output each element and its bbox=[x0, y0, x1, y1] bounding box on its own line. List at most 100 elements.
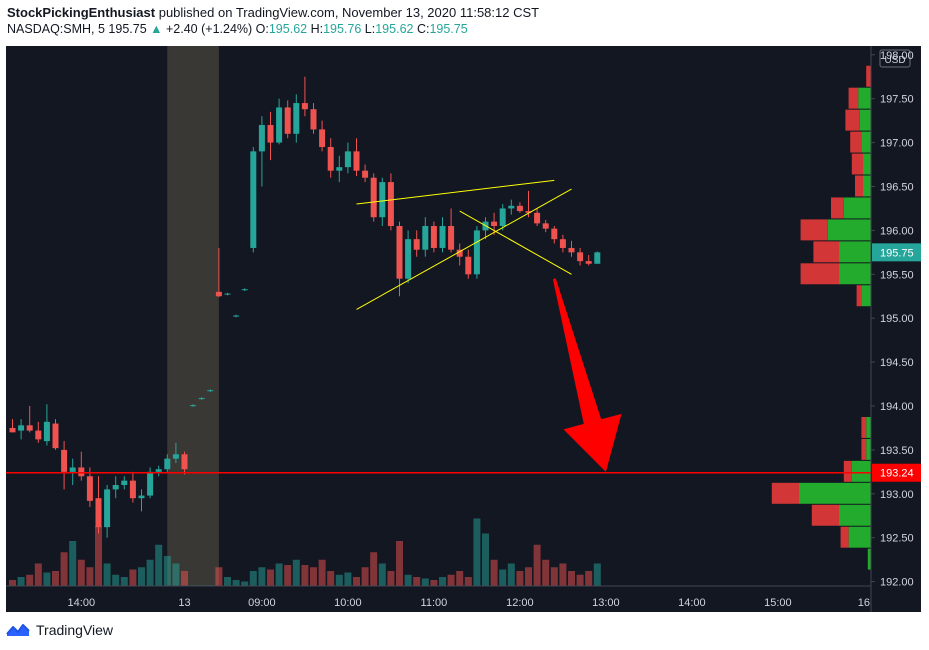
time-tick-label: 09:00 bbox=[248, 597, 276, 609]
up-triangle-icon: ▲ bbox=[150, 22, 163, 36]
volume-bar bbox=[232, 580, 240, 586]
candle-body bbox=[413, 239, 420, 250]
volume-bar bbox=[103, 563, 111, 586]
trendline[interactable] bbox=[356, 179, 555, 205]
candle-body bbox=[319, 129, 326, 147]
candle-body bbox=[499, 208, 506, 226]
tradingview-brand[interactable]: TradingView bbox=[6, 622, 113, 638]
candle-body bbox=[327, 146, 334, 171]
trendline[interactable] bbox=[459, 210, 572, 275]
candle-body bbox=[516, 205, 523, 212]
candle-body bbox=[35, 430, 42, 440]
volume-bar bbox=[310, 567, 317, 586]
time-tick-label: 16 bbox=[858, 597, 870, 609]
volume-bar bbox=[284, 565, 292, 586]
volume-profile-upper-buy-bar bbox=[861, 131, 871, 153]
volume-profile-lower-buy-bar bbox=[866, 438, 871, 460]
volume-bar bbox=[26, 574, 34, 586]
candle-body bbox=[267, 125, 274, 143]
candle-body bbox=[95, 498, 102, 528]
volume-profile-upper-sell-bar bbox=[831, 197, 844, 219]
candle-body bbox=[52, 423, 59, 449]
candle-body bbox=[568, 247, 575, 253]
currency-badge[interactable] bbox=[879, 49, 911, 68]
candle-body bbox=[284, 107, 291, 134]
volume-profile-upper-sell-bar bbox=[848, 87, 859, 109]
volume-bar bbox=[533, 544, 541, 586]
candle-body bbox=[594, 252, 601, 264]
volume-bar bbox=[9, 580, 16, 586]
time-tick-label: 10:00 bbox=[334, 597, 362, 609]
price-tick-label: 197.50 bbox=[880, 94, 914, 106]
volume-profile-upper-buy-bar bbox=[863, 175, 871, 197]
down-arrow-annotation[interactable] bbox=[552, 278, 622, 472]
brand-label: TradingView bbox=[36, 622, 114, 638]
candle-body bbox=[112, 485, 119, 490]
low-label: L: bbox=[364, 22, 376, 36]
price-level-label: 193.24 bbox=[880, 468, 914, 480]
change-value: +2.40 (+1.24%) bbox=[166, 22, 253, 36]
time-tick-label: 12:00 bbox=[506, 597, 534, 609]
candle-body bbox=[224, 293, 231, 295]
volume-bar bbox=[275, 563, 283, 586]
candle-body bbox=[250, 151, 257, 248]
volume-bar bbox=[387, 571, 395, 586]
candle-body bbox=[241, 289, 248, 291]
candle-body bbox=[422, 226, 429, 250]
volume-profile-upper-sell-bar bbox=[851, 153, 863, 175]
time-tick-label: 13:00 bbox=[592, 597, 620, 609]
candle-body bbox=[61, 449, 68, 472]
footer: TradingView bbox=[0, 612, 929, 650]
price-tick-label: 195.00 bbox=[880, 313, 914, 325]
candle-body bbox=[336, 167, 343, 171]
trendline[interactable] bbox=[356, 188, 572, 310]
last-price-tag bbox=[872, 243, 921, 262]
author-name[interactable]: StockPickingEnthusiast bbox=[7, 5, 156, 20]
volume-bar bbox=[129, 569, 137, 586]
candle-body bbox=[190, 405, 197, 407]
volume-profile-lower-sell-bar bbox=[843, 460, 852, 482]
volume-bar bbox=[585, 571, 593, 586]
candle-body bbox=[473, 230, 480, 275]
volume-bar bbox=[215, 567, 223, 586]
volume-profile-upper-sell-bar bbox=[800, 263, 839, 285]
candle-body bbox=[293, 103, 300, 134]
volume-bar bbox=[34, 563, 42, 586]
price-tick-label: 193.00 bbox=[880, 489, 914, 501]
candle-body bbox=[379, 182, 386, 218]
volume-bar bbox=[482, 533, 489, 586]
volume-profile-upper-buy-bar bbox=[827, 219, 871, 241]
candle-body bbox=[508, 205, 515, 209]
price-tick-label: 194.00 bbox=[880, 401, 914, 413]
volume-bar bbox=[335, 574, 343, 586]
volume-bar bbox=[249, 571, 257, 586]
chart-header: StockPickingEnthusiast published on Trad… bbox=[0, 0, 929, 40]
candle-body bbox=[430, 226, 437, 248]
price-chart[interactable]: USD 198.00 197.50 197.00 196.50 196.00 195.50… bbox=[0, 40, 929, 612]
price-tick-label: 194.50 bbox=[880, 357, 914, 369]
volume-profile-upper-sell-bar bbox=[850, 131, 862, 153]
candle-body bbox=[138, 495, 145, 499]
volume-bar bbox=[17, 577, 25, 586]
candle-body bbox=[585, 261, 592, 264]
volume-profile-upper-sell-bar bbox=[855, 175, 863, 197]
volume-profile-lower-sell-bar bbox=[811, 504, 839, 526]
volume-bar bbox=[542, 559, 550, 586]
volume-bar bbox=[52, 571, 59, 586]
low-value: 195.62 bbox=[375, 22, 414, 36]
candle-body bbox=[86, 476, 93, 501]
high-label: H: bbox=[310, 22, 324, 36]
candle-body bbox=[276, 107, 283, 143]
volume-bar bbox=[507, 563, 515, 586]
candle-body bbox=[353, 151, 360, 171]
last-price: 195.75 bbox=[108, 22, 147, 36]
price-level-tag bbox=[872, 463, 921, 482]
volume-bar bbox=[550, 567, 558, 586]
symbol-label[interactable]: NASDAQ:SMH, 5 bbox=[7, 22, 105, 36]
candle-body bbox=[405, 239, 412, 279]
volume-bar bbox=[353, 577, 360, 586]
candle-body bbox=[172, 454, 179, 459]
volume-bar bbox=[525, 567, 532, 586]
candle-body bbox=[551, 228, 558, 240]
volume-profile-upper-buy-bar bbox=[839, 241, 871, 263]
